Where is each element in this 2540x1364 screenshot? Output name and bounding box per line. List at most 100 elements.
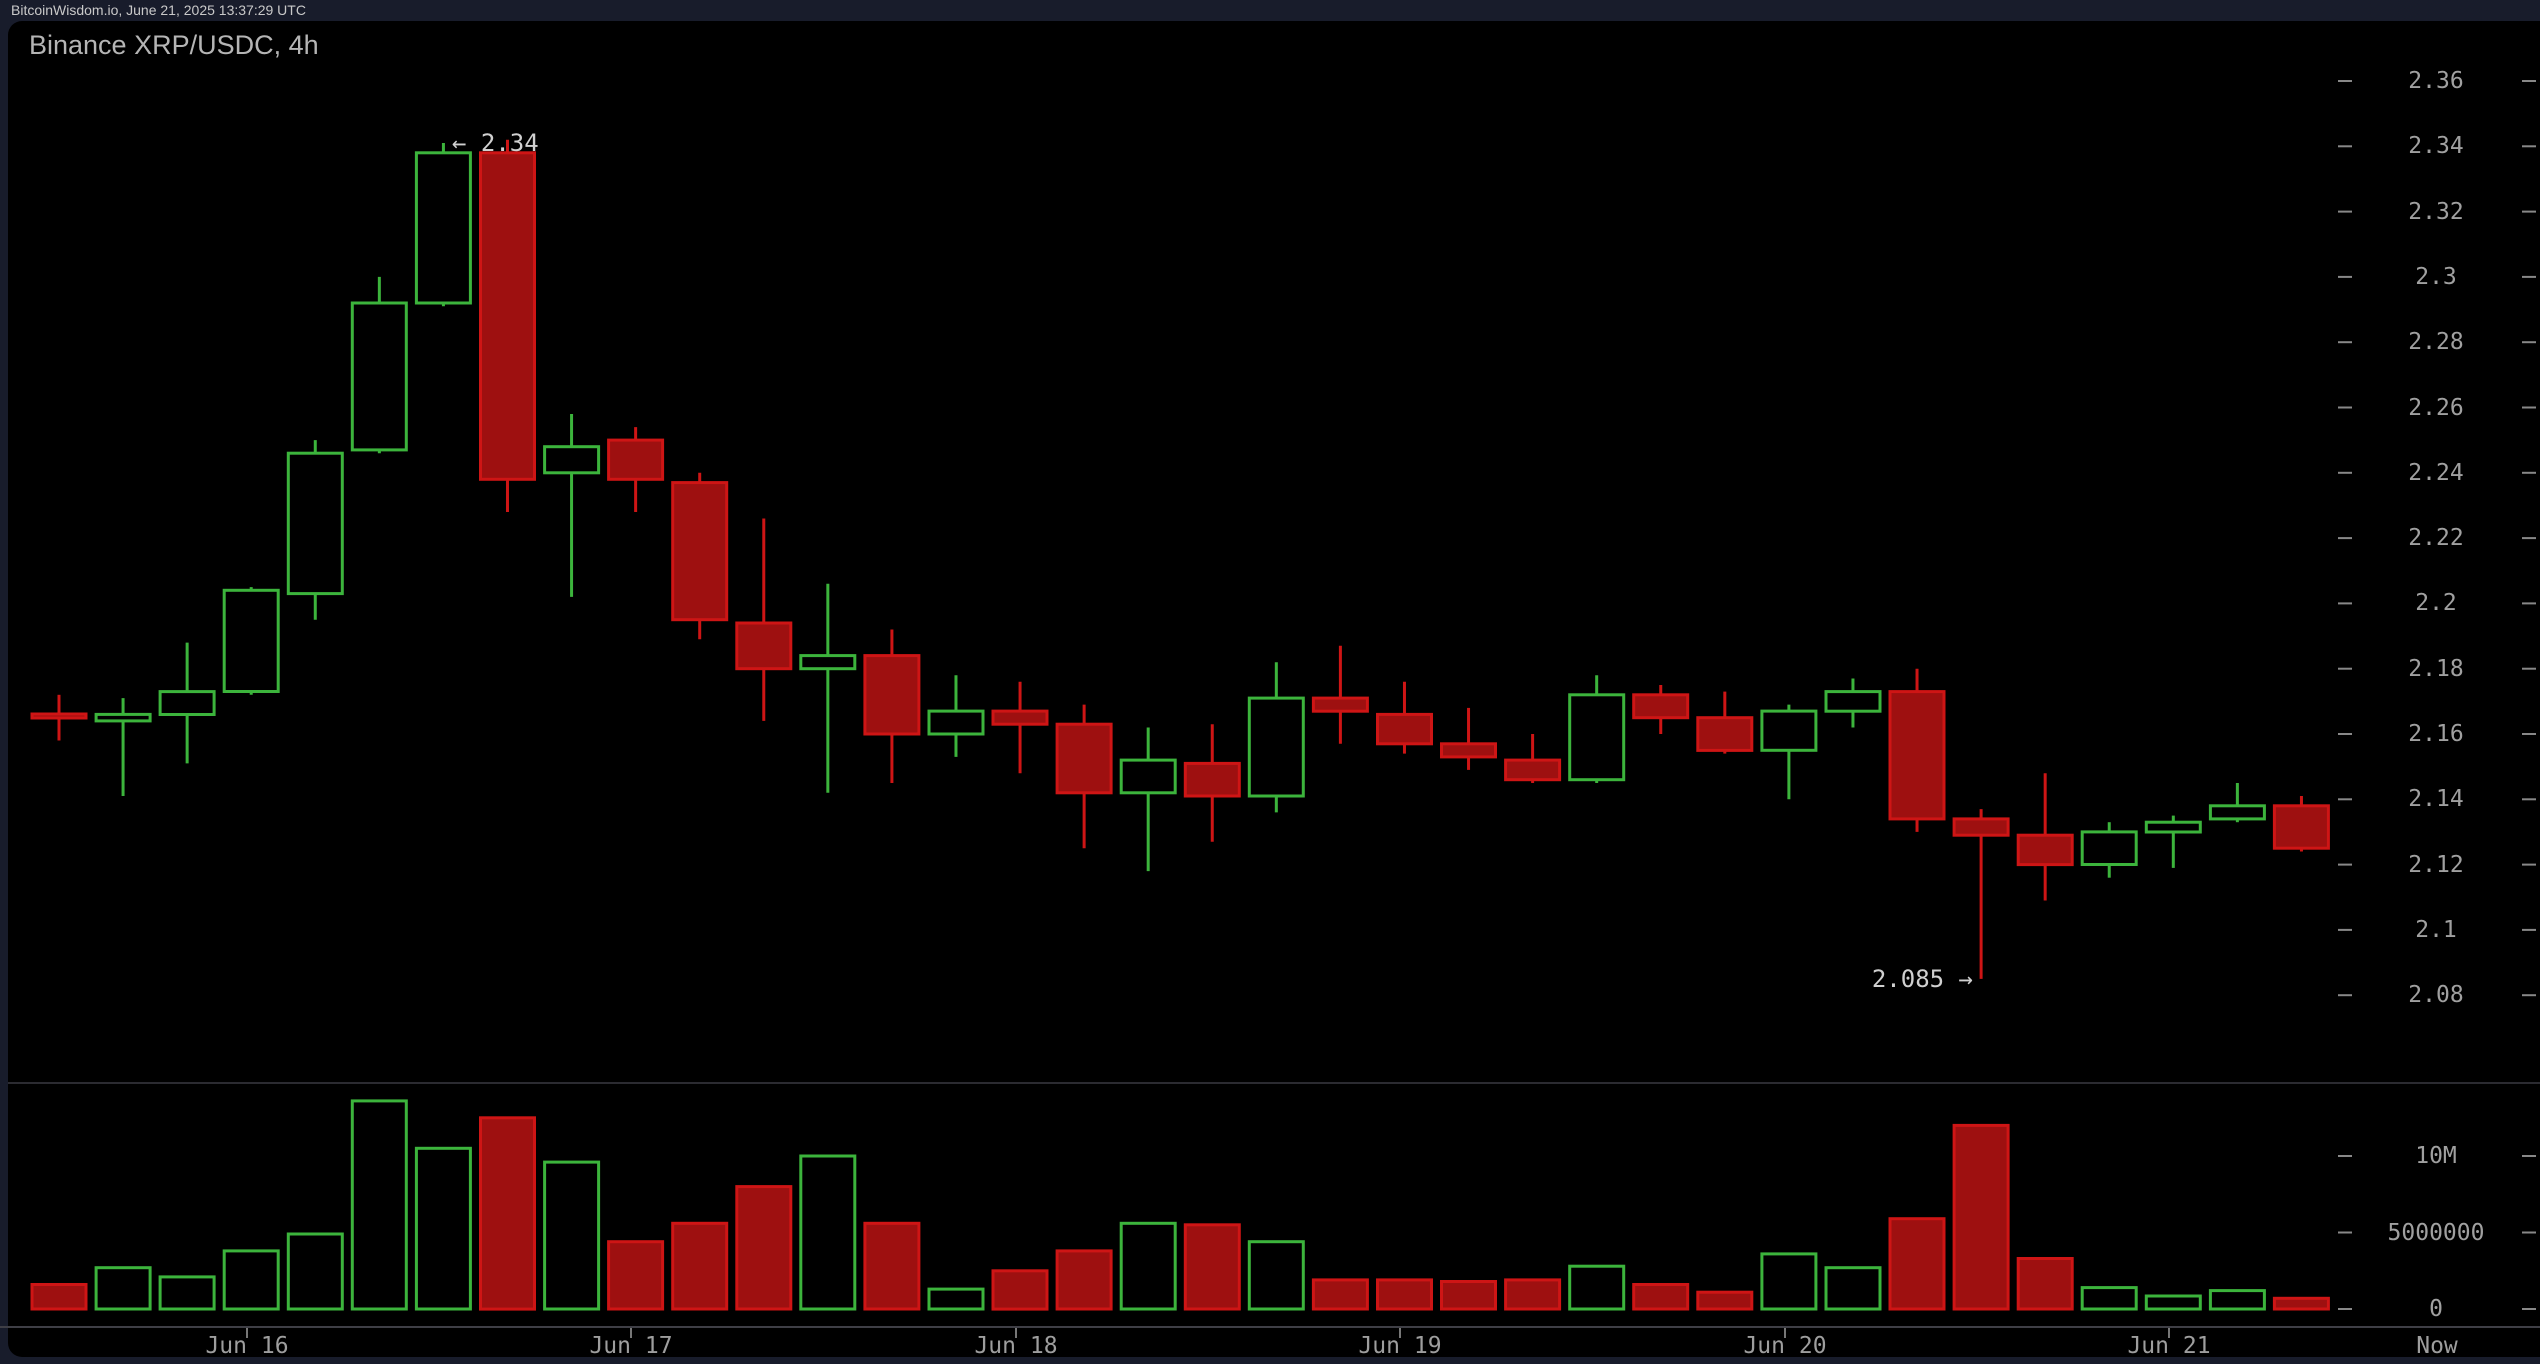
candle-body (2144, 820, 2202, 834)
candle-body (350, 301, 408, 452)
candle-body (927, 709, 985, 736)
volume-bar (2016, 1257, 2074, 1311)
price-tick-label: 2.34 (2408, 133, 2464, 160)
candle-body (543, 445, 601, 475)
candle-body (799, 654, 857, 671)
candle-body (1183, 761, 1241, 798)
candle-body (222, 588, 280, 693)
time-label: Jun 18 (974, 1333, 1058, 1359)
price-tick-label: 2.22 (2408, 525, 2464, 552)
volume-bar (1568, 1264, 1626, 1311)
candle-body (2080, 830, 2138, 867)
volume-bar (1632, 1283, 1690, 1311)
candle-body (1760, 709, 1818, 752)
time-label: Jun 21 (2127, 1333, 2211, 1359)
candle-body (863, 654, 921, 736)
candle-body (1632, 693, 1690, 720)
candle-body (1055, 722, 1113, 795)
volume-bar (1183, 1223, 1241, 1311)
price-tick-label: 2.1 (2415, 916, 2457, 943)
volume-bar (2144, 1294, 2202, 1311)
candle-body (1247, 696, 1305, 798)
candle-body (1568, 693, 1626, 782)
candle-body (2016, 833, 2074, 867)
volume-bar (1696, 1290, 1754, 1311)
volume-bar (1504, 1278, 1562, 1311)
time-label: Jun 20 (1743, 1333, 1827, 1359)
volume-bar (479, 1116, 536, 1311)
candle-body (158, 690, 216, 716)
volume-bar (1055, 1249, 1113, 1311)
volume-bar (799, 1154, 857, 1311)
price-tick-label: 2.3 (2415, 263, 2457, 290)
volume-tick-label: 10M (2415, 1143, 2457, 1169)
volume-bar (863, 1221, 921, 1311)
candle-body (1952, 817, 2010, 837)
candle-body (607, 438, 665, 481)
volume-bar (1311, 1278, 1369, 1311)
volume-bar (1888, 1217, 1946, 1311)
time-label-now: Now (2416, 1333, 2458, 1359)
volume-bar (543, 1160, 601, 1311)
price-tick-label: 2.18 (2408, 655, 2464, 682)
volume-bar (1440, 1280, 1497, 1311)
price-tick-label: 2.26 (2408, 394, 2464, 421)
high-price-annotation: ← 2.34 (452, 129, 539, 158)
candle-body (286, 451, 344, 596)
volume-bar (1952, 1123, 2010, 1311)
volume-bar (1824, 1266, 1882, 1311)
volume-bar (1760, 1252, 1818, 1311)
candle-body (94, 712, 152, 723)
candle-body (1696, 716, 1754, 752)
candle-body (2272, 804, 2330, 850)
volume-bar (158, 1275, 216, 1311)
candle-body (1440, 742, 1497, 759)
price-tick-label: 2.24 (2408, 459, 2464, 486)
candle-body (1888, 690, 1946, 821)
candle-body (30, 712, 88, 720)
site-and-clock-text: BitcoinWisdom.io, June 21, 2025 13:37:29… (11, 2, 306, 18)
candle-body (414, 151, 472, 305)
volume-bar (414, 1146, 472, 1311)
volume-bar (607, 1240, 665, 1311)
volume-tick-label: 0 (2429, 1296, 2443, 1322)
price-tick-label: 2.2 (2415, 590, 2457, 617)
price-tick-label: 2.14 (2408, 786, 2464, 813)
time-label: Jun 16 (205, 1333, 289, 1359)
volume-bar (1376, 1278, 1433, 1311)
candle-body (671, 481, 729, 622)
price-tick-label: 2.08 (2408, 982, 2464, 1009)
candle-body (1504, 758, 1562, 782)
chart-title: Binance XRP/USDC, 4h (29, 30, 319, 60)
volume-bar (30, 1283, 88, 1311)
price-tick-label: 2.12 (2408, 851, 2464, 878)
candle-body (2208, 804, 2266, 821)
price-tick-label: 2.36 (2408, 68, 2464, 94)
volume-bar (1119, 1221, 1177, 1311)
volume-bar (2272, 1296, 2330, 1311)
volume-bar (350, 1099, 408, 1311)
price-tick-label: 2.28 (2408, 329, 2464, 356)
time-label: Jun 19 (1358, 1333, 1442, 1359)
candle-body (1119, 758, 1177, 795)
price-tick-label: 2.16 (2408, 721, 2464, 747)
candle-body (479, 151, 536, 481)
candle-body (991, 709, 1049, 726)
candle-body (1824, 690, 1882, 713)
volume-bar (286, 1232, 344, 1311)
volume-bar (1247, 1240, 1305, 1311)
volume-bar (735, 1185, 793, 1311)
candle-body (1376, 712, 1433, 746)
volume-bar (2080, 1286, 2138, 1311)
candle-body (735, 621, 793, 671)
time-label: Jun 17 (589, 1333, 673, 1359)
volume-tick-label: 5000000 (2387, 1219, 2485, 1246)
volume-bar (927, 1287, 985, 1311)
low-price-annotation: 2.085 → (1871, 964, 1973, 993)
price-tick-label: 2.32 (2408, 198, 2464, 225)
volume-bar (94, 1266, 152, 1311)
volume-bar (2208, 1289, 2266, 1311)
candle-body (1311, 696, 1369, 713)
